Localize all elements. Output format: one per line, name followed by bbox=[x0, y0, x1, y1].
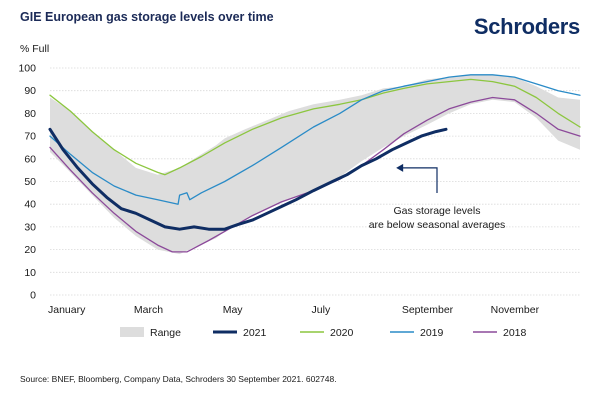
legend-label-2018: 2018 bbox=[503, 327, 527, 339]
annotation-text-line2: are below seasonal averages bbox=[369, 219, 506, 231]
y-tick-label: 80 bbox=[24, 108, 36, 120]
x-tick-label: July bbox=[312, 304, 331, 316]
series-line-2021 bbox=[48, 127, 448, 231]
y-tick-label: 10 bbox=[24, 267, 36, 279]
y-tick-label: 100 bbox=[18, 63, 36, 75]
y-tick-label: 20 bbox=[24, 244, 36, 256]
legend-label-2019: 2019 bbox=[420, 327, 444, 339]
legend-label-range: Range bbox=[150, 327, 181, 339]
y-tick-label: 40 bbox=[24, 199, 36, 211]
legend-swatch-range bbox=[120, 327, 144, 337]
series-line-2020 bbox=[49, 78, 581, 176]
annotation: Gas storage levels are below seasonal ave… bbox=[369, 163, 506, 231]
x-tick-label: January bbox=[48, 304, 86, 316]
y-tick-label: 30 bbox=[24, 221, 36, 233]
x-tick-label: November bbox=[491, 304, 540, 316]
legend-label-2021: 2021 bbox=[243, 327, 267, 339]
annotation-arrow bbox=[402, 167, 438, 193]
annotation-arrowhead bbox=[396, 163, 404, 172]
y-tick-label: 70 bbox=[24, 131, 36, 143]
x-tick-label: September bbox=[402, 304, 454, 316]
y-axis-label: % Full bbox=[20, 43, 50, 55]
y-tick-label: 90 bbox=[24, 85, 36, 97]
range-area bbox=[50, 74, 580, 255]
series-lines bbox=[48, 74, 581, 253]
annotation-text-line1: Gas storage levels bbox=[394, 205, 481, 217]
source-note: Source: BNEF, Bloomberg, Company Data, S… bbox=[20, 374, 337, 384]
x-tick-label: May bbox=[223, 304, 244, 316]
range-band bbox=[50, 74, 580, 255]
y-tick-label: 50 bbox=[24, 176, 36, 188]
chart-title: GIE European gas storage levels over tim… bbox=[20, 10, 274, 24]
chart-area: 0 10 20 30 40 50 60 70 80 90 100 January March May Ju… bbox=[18, 63, 581, 339]
y-tick-label: 60 bbox=[24, 153, 36, 165]
y-tick-label: 0 bbox=[30, 290, 36, 302]
legend-label-2020: 2020 bbox=[330, 327, 354, 339]
y-tick-labels: 0 10 20 30 40 50 60 70 80 90 100 bbox=[18, 63, 36, 302]
x-tick-label: March bbox=[134, 304, 163, 316]
legend: Range 2021 2020 2019 2018 bbox=[120, 327, 527, 339]
x-tick-labels: January March May July September November bbox=[48, 304, 540, 316]
schroders-logo: Schroders bbox=[473, 14, 580, 39]
series-line-2019 bbox=[49, 74, 581, 205]
